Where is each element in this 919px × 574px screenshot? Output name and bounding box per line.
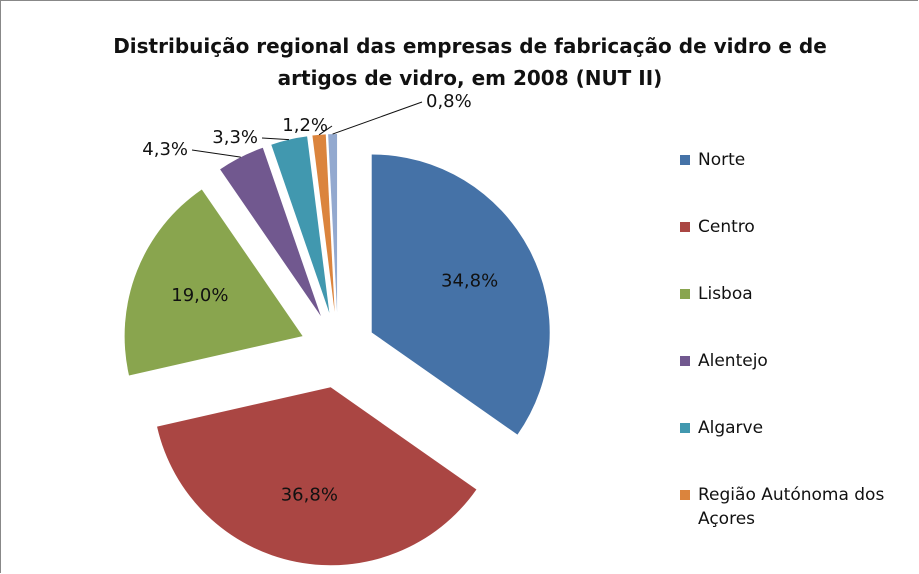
legend-swatch <box>680 490 690 500</box>
leader-line <box>318 125 333 136</box>
pie-slice <box>371 154 550 435</box>
pie-slice <box>124 189 303 376</box>
leader-line <box>261 137 290 141</box>
legend-swatch <box>680 155 690 165</box>
legend-item: Lisboa <box>680 282 910 306</box>
pie-slice <box>328 134 338 313</box>
leader-line <box>191 149 241 158</box>
pie-slice <box>157 387 477 566</box>
legend-swatch <box>680 222 690 232</box>
legend-swatch <box>680 289 690 299</box>
data-label: 36,8% <box>281 485 338 506</box>
legend-item: Centro <box>680 215 910 239</box>
legend-label: Algarve <box>698 418 764 438</box>
data-label: 34,8% <box>441 271 498 292</box>
legend-label: Alentejo <box>698 351 768 371</box>
legend-swatch <box>680 423 690 433</box>
legend-label: Região Autónoma dos Açores <box>698 485 885 529</box>
legend-item: Algarve <box>680 416 910 440</box>
data-label: 0,8% <box>426 91 472 112</box>
legend-label: Norte <box>698 150 746 170</box>
legend-item: Região Autónoma dos Açores <box>680 483 910 531</box>
legend-item: Norte <box>680 148 910 172</box>
pie-slice <box>312 134 335 313</box>
leader-line <box>332 101 423 135</box>
data-label: 3,3% <box>212 127 258 148</box>
chart-title: Distribuição regional das empresas de fa… <box>113 34 827 90</box>
legend-label: Lisboa <box>698 284 753 304</box>
legend-swatch <box>680 356 690 366</box>
pie-slice <box>220 147 321 317</box>
legend-label: Centro <box>698 217 755 237</box>
data-label: 1,2% <box>282 115 328 136</box>
legend-item: Alentejo <box>680 349 910 373</box>
pie-slice <box>271 136 330 313</box>
data-label: 4,3% <box>142 139 188 160</box>
data-label: 19,0% <box>171 285 228 306</box>
